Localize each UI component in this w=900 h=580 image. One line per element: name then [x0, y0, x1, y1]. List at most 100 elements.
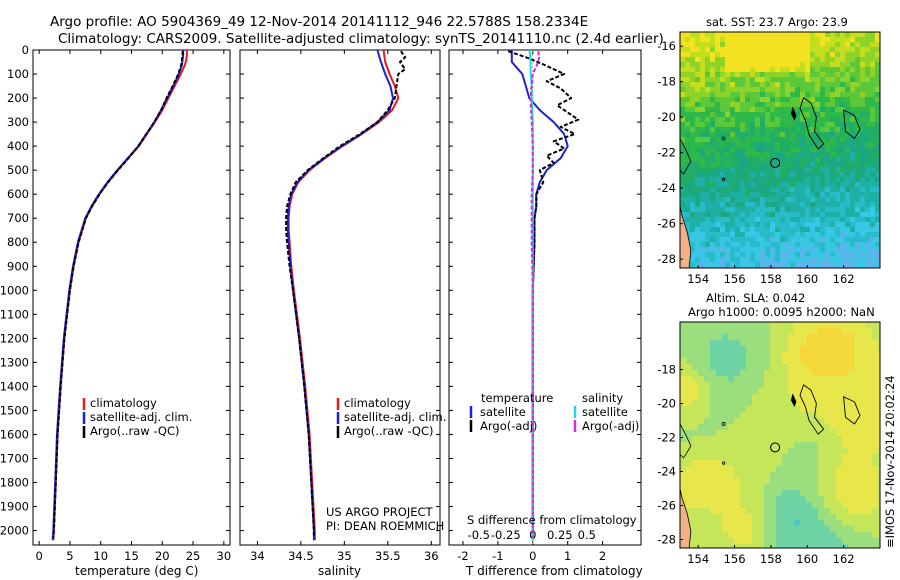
sst-cell	[735, 182, 740, 187]
sla-cell	[872, 460, 878, 466]
sla-cell	[878, 490, 880, 496]
sla-cell	[776, 322, 782, 328]
reef-outline	[680, 138, 692, 175]
sst-cell	[785, 162, 790, 167]
sla-cell	[806, 484, 812, 490]
sst-cell	[815, 237, 820, 242]
sla-cell	[872, 526, 878, 532]
sst-cell	[795, 77, 800, 82]
sst-cell	[815, 177, 820, 182]
sst-cell	[805, 202, 810, 207]
sst-cell	[800, 72, 805, 77]
sla-cell	[818, 508, 824, 514]
sla-cell	[872, 478, 878, 484]
sst-cell	[710, 182, 715, 187]
sla-cell	[698, 370, 704, 376]
sst-cell	[795, 67, 800, 72]
sla-cell	[704, 538, 710, 544]
sst-cell	[870, 122, 875, 127]
sst-cell	[720, 237, 725, 242]
sla-cell	[764, 412, 770, 418]
sst-cell	[795, 252, 800, 257]
sla-cell	[860, 496, 866, 502]
sla-cell	[680, 382, 686, 388]
sst-cell	[875, 102, 880, 107]
sla-cell	[836, 346, 842, 352]
sst-cell	[725, 77, 730, 82]
sst-cell	[775, 137, 780, 142]
sst-cell	[730, 217, 735, 222]
sst-cell	[840, 52, 845, 57]
sst-cell	[715, 112, 720, 117]
sla-cell	[866, 472, 872, 478]
sla-cell	[776, 358, 782, 364]
sla-cell	[842, 436, 848, 442]
sst-cell	[770, 127, 775, 132]
sst-cell	[770, 177, 775, 182]
sst-cell	[720, 247, 725, 252]
sst-cell	[710, 122, 715, 127]
sla-cell	[824, 454, 830, 460]
sst-cell	[760, 97, 765, 102]
sst-cell	[810, 142, 815, 147]
sst-cell	[800, 192, 805, 197]
sst-cell	[715, 187, 720, 192]
sst-cell	[770, 242, 775, 247]
sla-cell	[812, 544, 818, 548]
sst-cell	[730, 92, 735, 97]
sst-cell	[855, 107, 860, 112]
sla-cell	[866, 454, 872, 460]
sla-cell	[854, 424, 860, 430]
sst-cell	[710, 202, 715, 207]
y-tick-label: 900	[7, 259, 29, 273]
sla-cell	[710, 376, 716, 382]
sst-cell	[705, 212, 710, 217]
sst-cell	[700, 172, 705, 177]
sst-cell	[750, 127, 755, 132]
sla-cell	[770, 364, 776, 370]
sla-cell	[686, 328, 692, 334]
sst-cell	[805, 177, 810, 182]
sla-cell	[716, 466, 722, 472]
sla-cell	[794, 544, 800, 548]
sla-cell	[830, 448, 836, 454]
sla-cell	[770, 394, 776, 400]
sst-cell	[755, 192, 760, 197]
sla-cell	[770, 382, 776, 388]
sla-cell	[710, 502, 716, 508]
sst-cell	[845, 92, 850, 97]
sst-cell	[875, 207, 880, 212]
sst-cell	[765, 262, 770, 267]
sst-cell	[735, 37, 740, 42]
sst-cell	[685, 212, 690, 217]
sla-cell	[782, 544, 788, 548]
sla-cell	[842, 340, 848, 346]
sst-cell	[800, 122, 805, 127]
sst-cell	[825, 57, 830, 62]
sla-cell	[818, 436, 824, 442]
sst-cell	[720, 42, 725, 47]
sst-cell	[690, 92, 695, 97]
sla-cell	[692, 514, 698, 520]
sst-cell	[850, 247, 855, 252]
sla-cell	[824, 340, 830, 346]
sst-cell	[715, 132, 720, 137]
sst-cell	[805, 257, 810, 262]
sst-cell	[845, 257, 850, 262]
sst-cell	[795, 257, 800, 262]
sla-cell	[830, 382, 836, 388]
sst-cell	[835, 242, 840, 247]
sla-cell	[812, 424, 818, 430]
sst-cell	[730, 192, 735, 197]
sst-cell	[755, 107, 760, 112]
sla-cell	[710, 532, 716, 538]
sst-cell	[710, 227, 715, 232]
sst-cell	[745, 142, 750, 147]
sst-cell	[710, 52, 715, 57]
sla-cell	[824, 502, 830, 508]
sst-cell	[775, 212, 780, 217]
sst-cell	[815, 37, 820, 42]
sst-cell	[700, 107, 705, 112]
sla-cell	[830, 400, 836, 406]
sla-cell	[860, 532, 866, 538]
